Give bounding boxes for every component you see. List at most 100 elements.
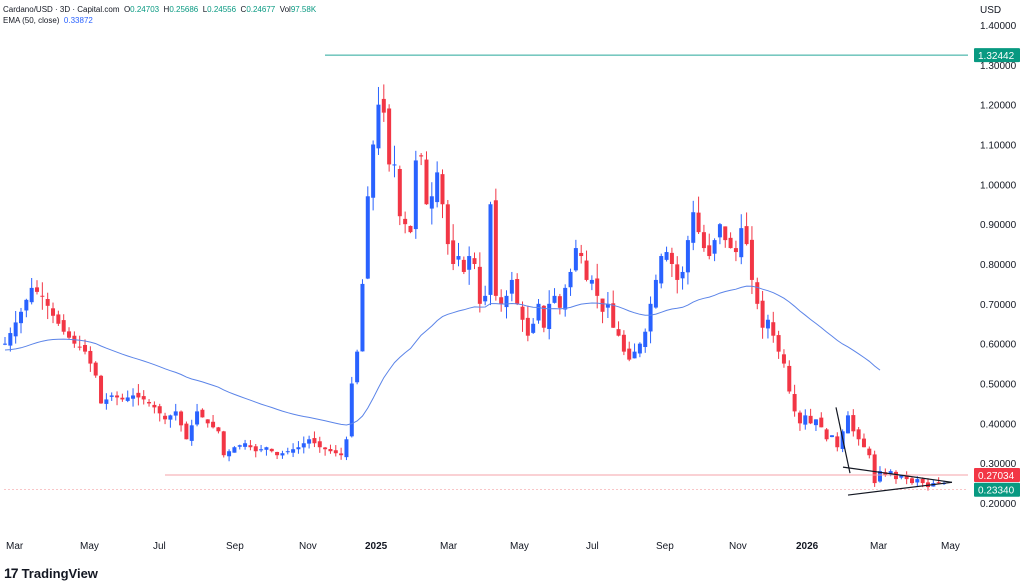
y-tick-label: 0.50000 [980,380,1017,391]
candle-body [573,248,578,271]
candle-body [200,409,205,418]
candle-body [445,204,450,245]
currency-label: USD [980,5,1001,16]
candle-body [488,204,493,295]
candle-body [440,174,445,205]
candle-body [120,397,125,400]
candle-body [467,256,472,270]
candle-body [269,448,274,452]
candle-body [520,306,525,320]
candle-body [317,441,322,448]
candle-body [920,478,925,484]
y-tick-label: 0.60000 [980,340,1017,351]
y-tick-label: 1.00000 [980,180,1017,191]
x-tick-label: May [510,541,529,552]
high-label: H [163,5,170,14]
candle-body [691,212,696,243]
candle-body [787,365,792,392]
candle-body [595,278,600,296]
price-tag-label: 0.27034 [978,471,1015,482]
y-tick-label: 0.80000 [980,260,1017,271]
x-tick-label: Jul [153,541,166,552]
candle-body [808,415,813,424]
candle-body [627,348,632,360]
candle-body [301,443,306,448]
candle-body [387,108,392,165]
candle-body [659,256,664,284]
candle-body [163,415,168,420]
candle-body [264,447,269,450]
candle-body [179,411,184,426]
candle-body [835,436,840,448]
candle-body [136,392,141,398]
candle-body [328,449,333,452]
candle-body [493,200,498,296]
candle-body [904,475,909,480]
low-value: 0.24556 [207,5,237,14]
price-tag [974,482,1020,497]
x-tick-label: Mar [6,541,24,552]
candle-body [339,453,344,456]
x-tick-label: May [80,541,99,552]
candle-body [381,98,386,113]
open-label: O [123,5,131,14]
candle-body [563,287,568,310]
candle-body [829,435,834,438]
candle-body [509,279,514,294]
y-tick-label: 1.40000 [980,21,1017,32]
candle-body [152,404,157,408]
candle-body [99,375,104,404]
candle-body [104,399,109,404]
candle-body [568,271,573,288]
candle-body [168,415,173,420]
candle-body [909,478,914,484]
price-tag-label: 1.32442 [978,51,1015,62]
candle-body [67,331,72,338]
candle-body [643,331,648,348]
ohlc-row: Cardano/USD · 3D · Capital.com O0.24703 … [3,4,316,15]
candle-body [360,283,365,352]
candle-body [221,431,226,456]
candle-body [349,383,354,437]
candle-body [365,196,370,279]
candle-body [744,226,749,245]
ema-label: EMA (50, close) [3,16,60,25]
candle-body [664,252,669,260]
candle-body [376,104,381,149]
triangle-entry-line [835,407,851,474]
x-tick-label: Nov [729,541,747,552]
candle-body [243,443,248,447]
candle-body [552,295,557,303]
candle-body [733,248,738,253]
candle-body [723,226,728,241]
candle-body [13,322,18,337]
candle-body [333,450,338,454]
candle-body [451,240,456,264]
candle-body [584,260,589,280]
y-tick-label: 1.20000 [980,101,1017,112]
candle-body [88,350,93,364]
candle-body [819,417,824,428]
candle-body [600,298,605,312]
candle-body [589,279,594,284]
price-tag [974,48,1020,63]
y-tick-label: 0.20000 [980,499,1017,510]
chart[interactable]: 1.40000 1.30000 1.20000 1.10000 1.00000 0.900… [0,0,1024,560]
candle-body [3,343,7,345]
candle-body [707,245,712,257]
candle-body [877,471,882,482]
candle-body [195,411,200,425]
candle-body [307,439,312,444]
candle-body [8,333,13,346]
candle-body [131,395,136,399]
candle-body [24,299,29,311]
candle-body [685,240,690,273]
candle-body [872,454,877,484]
candle-body [237,445,242,447]
candle-body [232,447,237,453]
candle-body [765,319,770,329]
candle-body [755,282,760,304]
close-label: C [240,5,247,14]
candle-body [216,427,221,432]
ema-line [4,285,881,426]
